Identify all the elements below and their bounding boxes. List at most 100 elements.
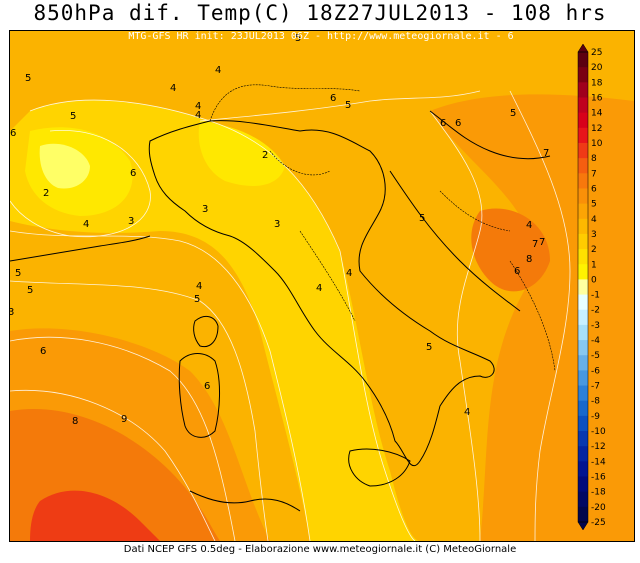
color-scale-label: 8 (591, 154, 597, 164)
contour-label: 5 (426, 342, 432, 353)
color-scale-swatch (578, 203, 588, 220)
color-scale-swatch (578, 142, 588, 159)
color-scale-label: -12 (591, 442, 606, 452)
color-scale-swatch (578, 385, 588, 402)
color-scale-label: 1 (591, 260, 597, 270)
color-scale-swatch (578, 461, 588, 478)
color-scale-label: -5 (591, 351, 600, 361)
color-scale-swatch (578, 218, 588, 235)
contour-label: 5 (345, 100, 351, 111)
color-scale-swatch (578, 67, 588, 83)
color-scale-label: -9 (591, 412, 600, 422)
color-scale-outline (577, 51, 589, 523)
contour-label: 4 (464, 407, 470, 418)
color-scale-label: 20 (591, 63, 603, 73)
color-scale-label: -18 (591, 488, 606, 498)
contour-label: 7 (539, 237, 545, 248)
color-scale-swatch (578, 506, 588, 523)
color-scale-label: 25 (591, 48, 602, 58)
color-scale-swatch (578, 400, 588, 417)
contour-label: 4 (215, 65, 221, 76)
color-scale-label: -25 (591, 518, 606, 528)
color-scale-label: 3 (591, 230, 597, 240)
color-scale-label: -10 (591, 427, 606, 437)
contour-label: 2 (262, 150, 268, 161)
color-scale-label: -6 (591, 366, 600, 376)
color-scale-swatch (578, 249, 588, 265)
color-scale-label: -2 (591, 306, 600, 316)
contour-label: 4 (316, 283, 322, 294)
color-scale-swatch (578, 491, 588, 508)
color-scale-swatch (578, 340, 588, 356)
contour-label: 6 (440, 118, 446, 129)
contour-label: 4 (346, 268, 352, 279)
color-scale-swatch (578, 188, 588, 205)
color-scale-legend: 25201816141210876543210-1-2-3-4-5-6-7-8-… (577, 44, 606, 530)
color-scale-swatch (578, 476, 588, 493)
field-orange-balkans (471, 208, 550, 292)
color-scale-swatch (578, 309, 588, 326)
contour-label: 4 (83, 219, 89, 230)
contour-label: 5 (419, 213, 425, 224)
map-title: 850hPa dif. Temp(C) 18Z27JUL2013 - 108 h… (33, 1, 607, 25)
color-scale-swatch (578, 279, 588, 296)
field-pale-spot (39, 143, 90, 189)
contour-label: 6 (10, 128, 16, 139)
color-scale-label: -8 (591, 397, 600, 407)
field-red-core (30, 490, 160, 541)
contour-label: 4 (526, 220, 532, 231)
color-scale-swatch (578, 294, 588, 311)
model-subtitle: MTG-GFS HR init: 23JUL2013 06Z - http://… (128, 31, 514, 42)
color-scale-label: 0 (591, 275, 597, 285)
color-scale-label: 2 (591, 245, 597, 255)
color-scale-swatch (578, 431, 588, 447)
color-scale-label: 18 (591, 78, 603, 88)
contour-label: 3 (10, 307, 14, 318)
field-yellow-band (10, 100, 420, 541)
contour-label: 8 (526, 254, 532, 265)
color-scale-label: 7 (591, 169, 597, 179)
color-scale-label: -1 (591, 291, 600, 301)
map-canvas: 5 4 4 5 4 5 6 4 6 6 5 6 5 7 2 3 6 2 4 3 … (10, 31, 634, 541)
contour-label: 5 (25, 73, 31, 84)
color-scale-swatch (578, 173, 588, 189)
contour-label: 6 (204, 381, 210, 392)
color-scale-label: 14 (591, 109, 603, 119)
color-scale-swatch (578, 97, 588, 114)
contour-label: 5 (70, 111, 76, 122)
contour-label: 4 (196, 281, 202, 292)
contour-label: 5 (510, 108, 516, 119)
footer-credits: Dati NCEP GFS 0.5deg - Elaborazione www.… (123, 544, 517, 555)
color-scale-label: -20 (591, 503, 606, 513)
color-scale-label: -16 (591, 473, 606, 483)
color-scale-swatch (578, 112, 588, 129)
contour-label: 7 (543, 148, 549, 159)
contour-label: 5 (15, 268, 21, 279)
color-scale-max-arrow (577, 44, 589, 53)
contour-label: 3 (202, 204, 208, 215)
color-scale-label: 10 (591, 139, 603, 149)
contour-label: 6 (514, 266, 520, 277)
color-scale-swatch (578, 324, 588, 341)
color-scale-swatch (578, 158, 588, 174)
color-scale-label: 5 (591, 200, 597, 210)
contour-label: 6 (330, 93, 336, 104)
contour-label: 6 (130, 168, 136, 179)
color-scale-swatch (578, 127, 588, 144)
contour-label: 6 (40, 346, 46, 357)
contour-labels: 5 4 4 5 4 5 6 4 6 6 5 6 5 7 2 3 6 2 4 3 … (10, 33, 549, 427)
contour-label: 3 (274, 219, 280, 230)
contour-label: 3 (128, 216, 134, 227)
color-scale-label: 12 (591, 124, 602, 134)
contour-label: 4 (170, 83, 176, 94)
color-scale-swatch (578, 233, 588, 250)
color-scale-swatch (578, 52, 588, 68)
contour-label: 4 (195, 101, 201, 112)
contour-label: 4 (195, 110, 201, 121)
contour-label: 7 (532, 239, 538, 250)
contour-label: 2 (43, 188, 49, 199)
contour-label: 8 (72, 416, 78, 427)
contour-label: 5 (194, 294, 200, 305)
color-scale-label: -14 (591, 457, 606, 467)
temperature-map: 5 4 4 5 4 5 6 4 6 6 5 6 5 7 2 3 6 2 4 3 … (9, 30, 635, 542)
